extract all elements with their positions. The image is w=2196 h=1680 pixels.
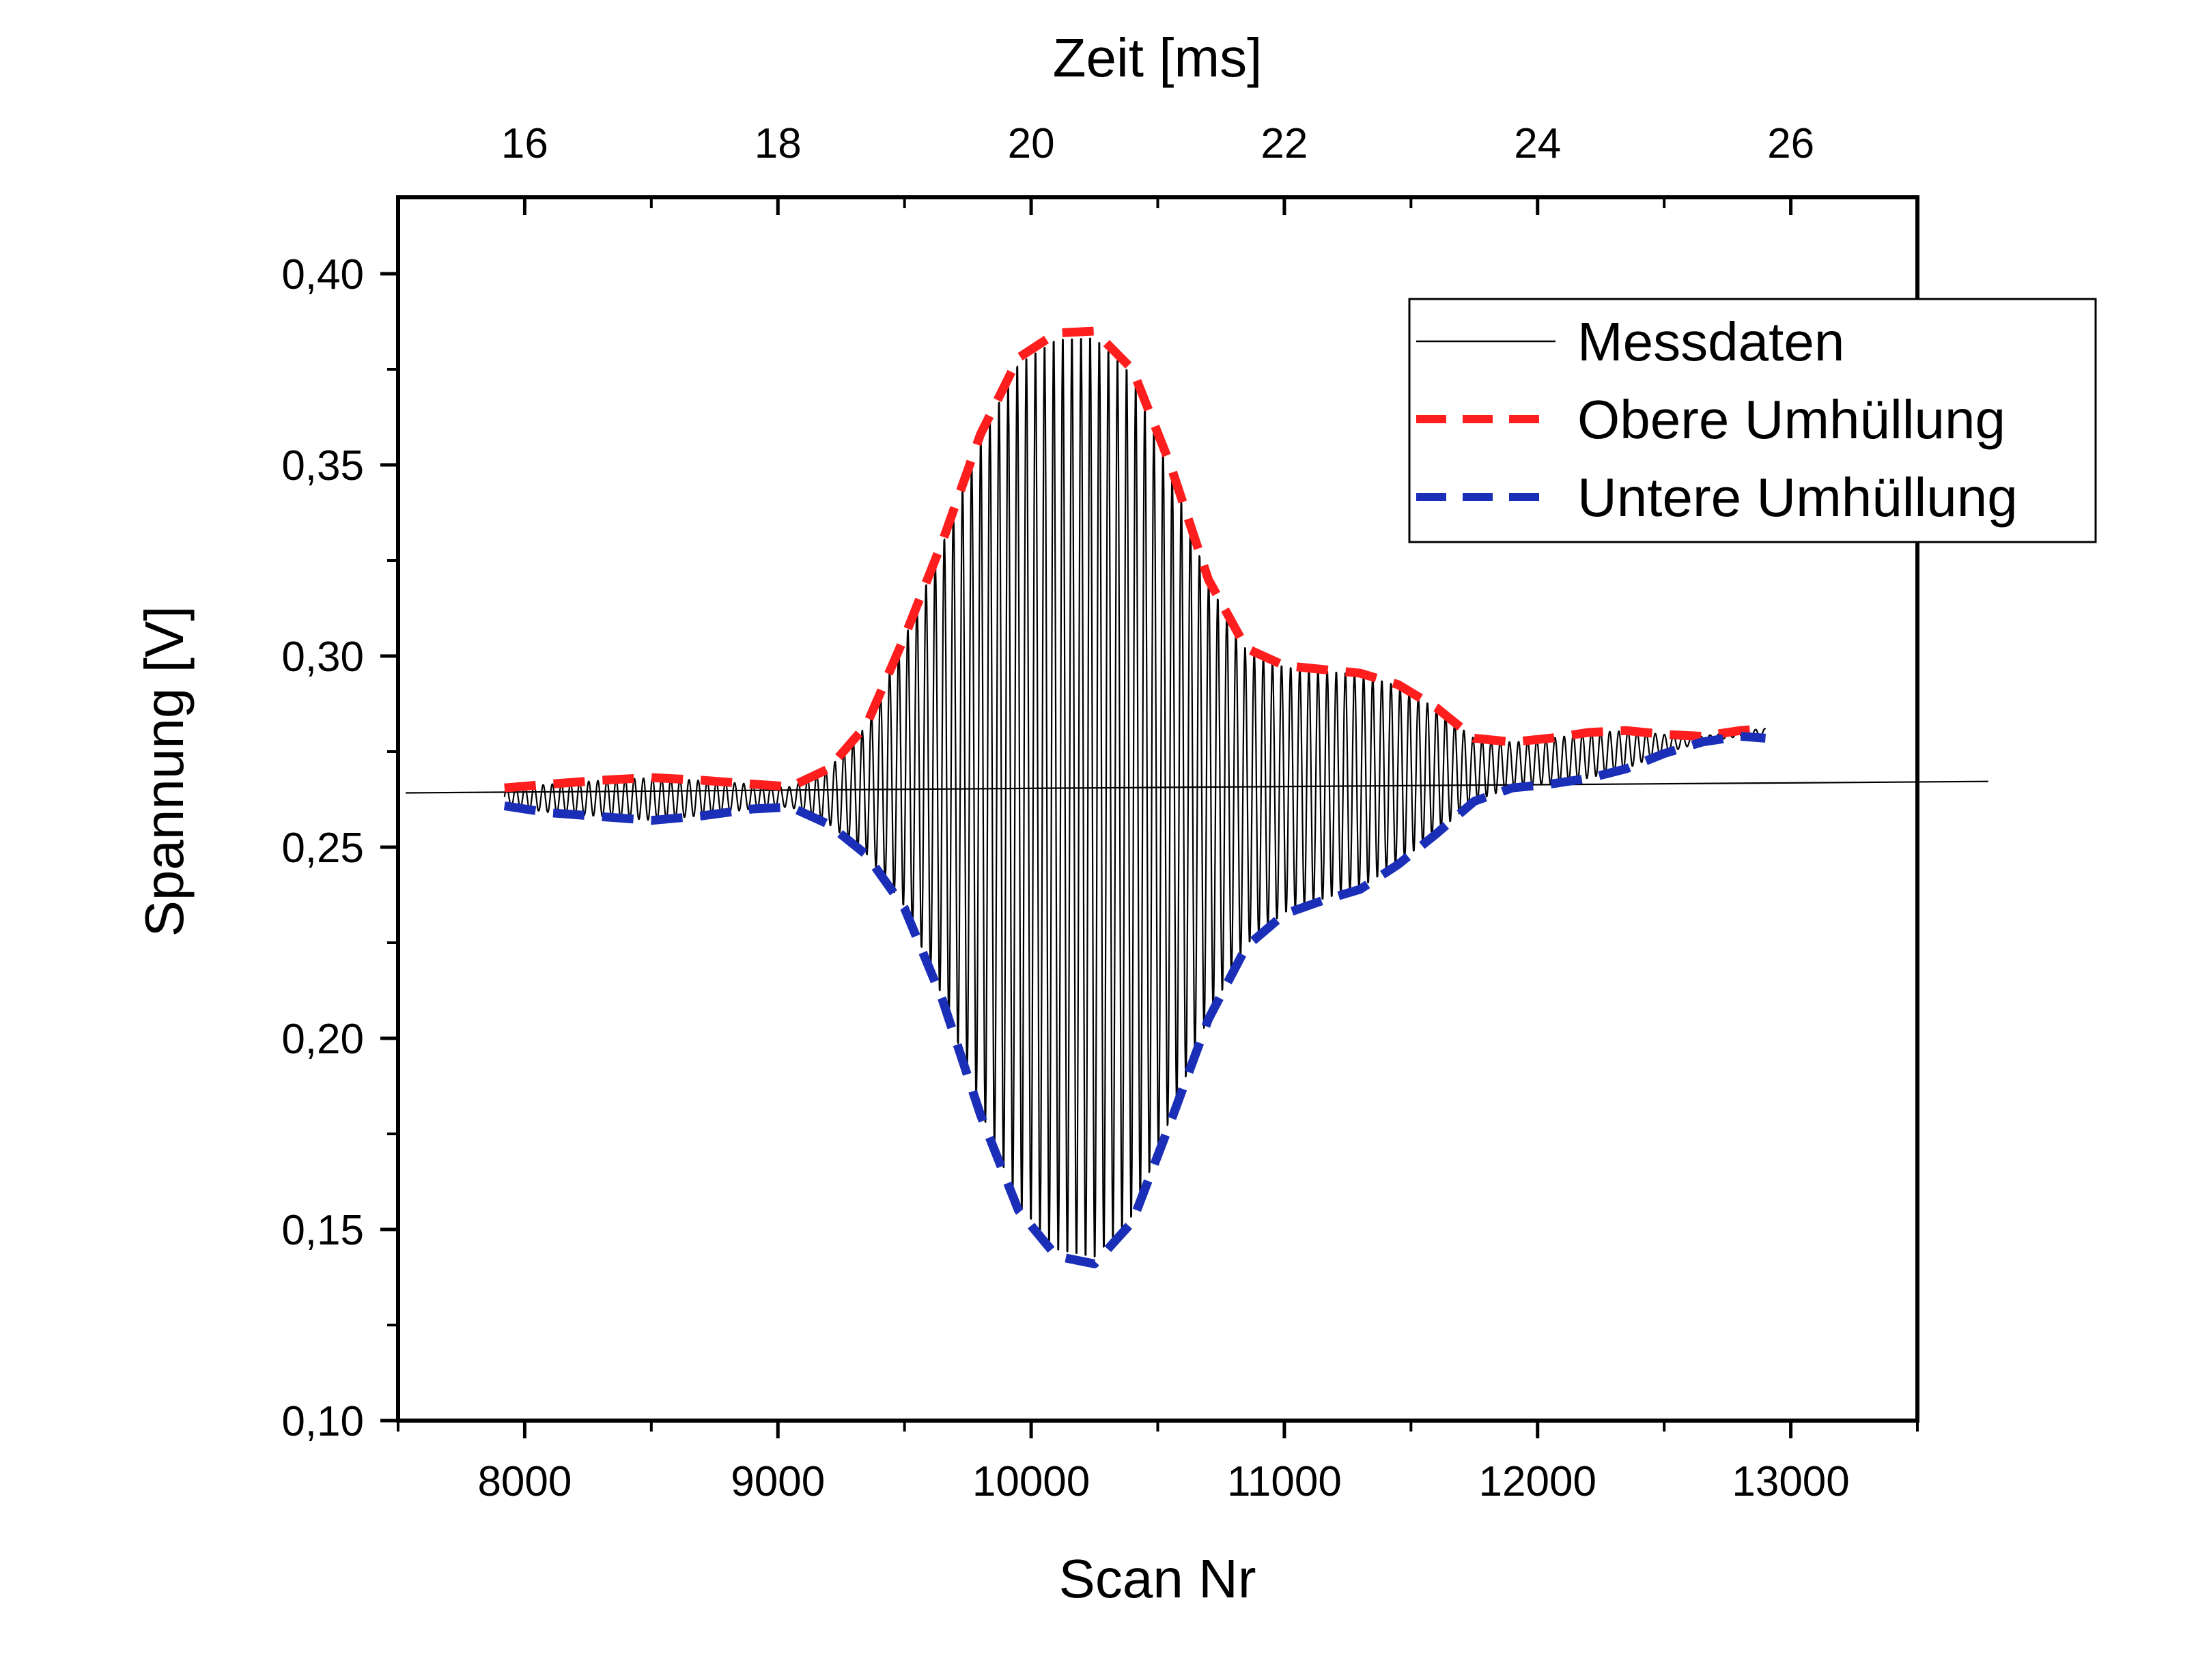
plot-area [406, 326, 1988, 1268]
y-tick-label: 0,30 [281, 633, 364, 681]
y-axis-ticks: 0,10 0,15 0,20 0,25 0,30 0,35 0,40 [281, 251, 398, 1445]
x-tick-label: 11000 [1227, 1458, 1342, 1505]
x2-axis-title: Zeit [ms] [1053, 27, 1263, 88]
x-tick-label: 8000 [477, 1458, 572, 1505]
y-tick-label: 0,40 [281, 251, 364, 298]
legend-box [1408, 298, 2097, 543]
legend-label-obere: Obere Umhüllung [1577, 389, 2005, 450]
x-tick-label: 13000 [1732, 1458, 1849, 1505]
x2-tick-label: 18 [755, 120, 802, 167]
legend: Messdaten Obere Umhüllung Untere Umhüllu… [1408, 298, 2097, 543]
series-messdaten-line [503, 337, 1766, 1258]
y-tick-label: 0,25 [281, 825, 364, 872]
legend-label-untere: Untere Umhüllung [1577, 467, 2018, 528]
y-tick-label: 0,20 [281, 1016, 364, 1063]
x2-tick-label: 20 [1008, 120, 1055, 167]
x2-tick-label: 16 [501, 120, 548, 167]
y-tick-label: 0,35 [281, 442, 364, 489]
x2-axis-ticks: 16 18 20 22 24 26 [397, 120, 1919, 215]
x2-tick-label: 26 [1767, 120, 1814, 167]
y-axis-title: Spannung [V] [134, 606, 195, 937]
x2-tick-label: 22 [1261, 120, 1308, 167]
x-axis-title: Scan Nr [1059, 1548, 1256, 1609]
x2-tick-label: 24 [1514, 120, 1561, 167]
legend-label-messdaten: Messdaten [1577, 311, 1844, 372]
x-tick-label: 12000 [1479, 1458, 1596, 1505]
x-tick-label: 10000 [972, 1458, 1090, 1505]
series-obere-umhuellung-line [504, 326, 1766, 793]
x-axis-ticks: 8000 9000 10000 11000 12000 13000 [397, 1421, 1919, 1505]
x-tick-label: 9000 [731, 1458, 825, 1505]
series-untere-umhuellung-line [503, 732, 1766, 1268]
y-tick-label: 0,15 [281, 1207, 364, 1254]
y-tick-label: 0,10 [281, 1398, 364, 1445]
